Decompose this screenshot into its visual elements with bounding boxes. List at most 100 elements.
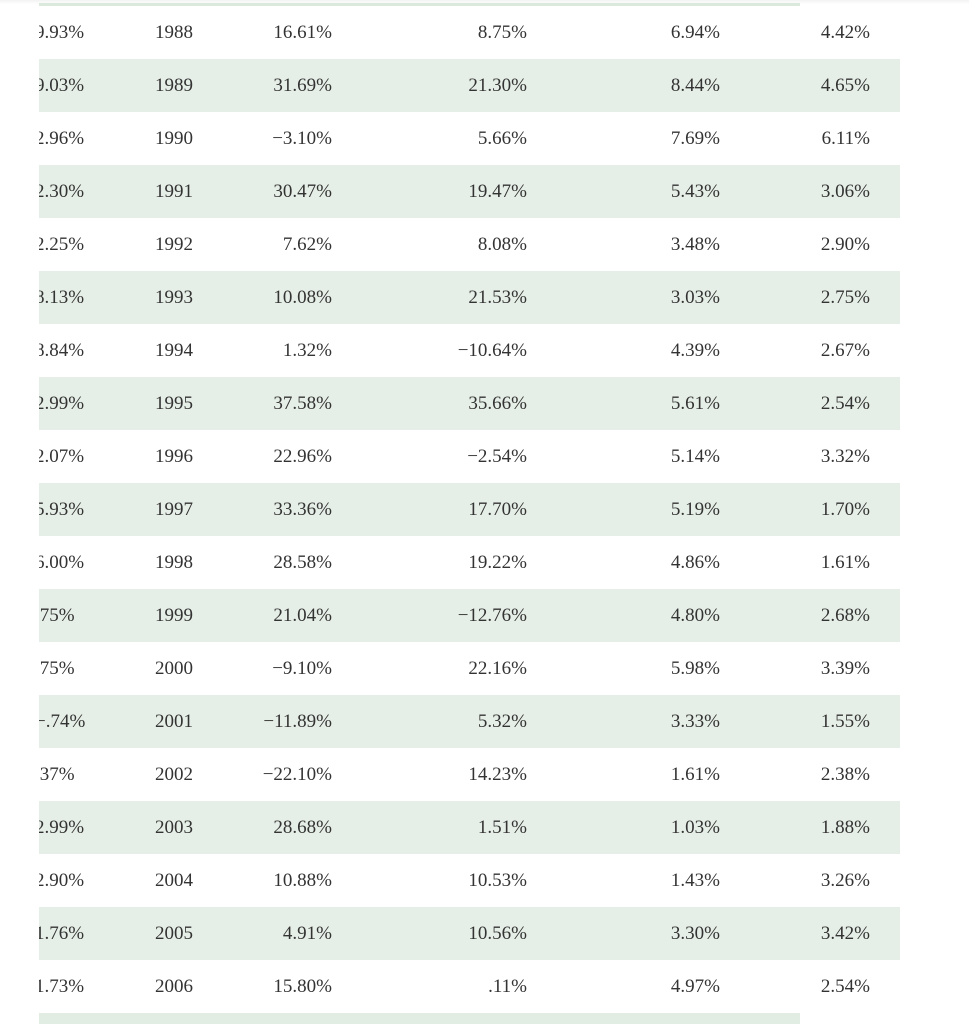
cell-year: 1989	[134, 59, 214, 112]
cell-return-a: 6.00%	[39, 551, 85, 573]
cell-return-a: 8.13%	[39, 271, 134, 324]
cell-return-e: 1.61%	[820, 551, 870, 573]
cell-return-e: 4.42%	[820, 21, 870, 43]
cell-return-b: −9.10%	[272, 657, 332, 679]
cell-return-d: 1.61%	[670, 763, 720, 785]
returns-table-container: 9.93% 1988 16.61% 8.75% 6.94% 4.42% 9.03% 1989 3…	[39, 3, 900, 1013]
table-row: 8.13% 1993 10.08% 21.53% 3.03% 2.75%	[39, 271, 900, 324]
table-row: 1.76% 2005 4.91% 10.56% 3.30% 3.42%	[39, 907, 900, 960]
returns-table: 9.93% 1988 16.61% 8.75% 6.94% 4.42% 9.03% 1989 3…	[39, 6, 900, 1013]
cell-return-b: 1.32%	[282, 339, 332, 361]
cell-return-d: 5.61%	[577, 377, 740, 430]
cell-return-a: 2.25%	[39, 233, 85, 255]
cell-return-b: 21.04%	[214, 589, 372, 642]
cell-return-a: 1.76%	[39, 907, 134, 960]
cell-return-e: 1.55%	[740, 695, 900, 748]
cell-return-a: 5.93%	[39, 483, 134, 536]
cell-return-b: 7.62%	[282, 233, 332, 255]
cell-return-d: 5.43%	[577, 165, 740, 218]
cell-return-e: 3.39%	[820, 657, 870, 679]
returns-table-body: 9.93% 1988 16.61% 8.75% 6.94% 4.42% 9.03% 1989 3…	[39, 6, 900, 1013]
cell-return-d: 8.44%	[577, 59, 740, 112]
cell-year: 1990	[155, 127, 193, 149]
table-row: .75% 2000 −9.10% 22.16% 5.98% 3.39%	[39, 642, 900, 695]
cell-return-b: −3.10%	[272, 127, 332, 149]
cell-year: 2000	[155, 657, 193, 679]
table-row: 2.96% 1990 −3.10% 5.66% 7.69% 6.11%	[39, 112, 900, 165]
cell-return-b: 33.36%	[214, 483, 372, 536]
cell-return-a: 8.84%	[39, 339, 85, 361]
cell-return-e: 2.54%	[740, 377, 900, 430]
cell-return-c: .11%	[488, 975, 527, 997]
cell-year: 1999	[134, 589, 214, 642]
cell-return-d: 5.19%	[577, 483, 740, 536]
cell-return-d: 4.39%	[670, 339, 720, 361]
cell-return-b: 30.47%	[214, 165, 372, 218]
cell-return-c: 8.75%	[477, 21, 527, 43]
table-row: 2.07% 1996 22.96% −2.54% 5.14% 3.32%	[39, 430, 900, 483]
cell-return-c: 10.53%	[468, 869, 527, 891]
cell-return-e: 1.70%	[740, 483, 900, 536]
cell-return-a: .37%	[39, 763, 75, 785]
cell-return-a: .75%	[39, 657, 75, 679]
cell-return-c: 5.66%	[477, 127, 527, 149]
cell-return-d: 3.48%	[670, 233, 720, 255]
cell-return-a: 1.73%	[39, 975, 85, 997]
cell-return-a: 9.03%	[39, 59, 134, 112]
cell-return-c: 21.53%	[372, 271, 577, 324]
cell-return-d: 5.14%	[670, 445, 720, 467]
cell-return-e: 2.75%	[740, 271, 900, 324]
cell-return-d: 4.80%	[577, 589, 740, 642]
cell-year: 1998	[155, 551, 193, 573]
cell-return-c: 19.22%	[468, 551, 527, 573]
cell-year: 2006	[155, 975, 193, 997]
cell-return-b: 28.58%	[273, 551, 332, 573]
cell-return-c: 17.70%	[372, 483, 577, 536]
cell-return-c: 22.16%	[468, 657, 527, 679]
cell-year: 1996	[155, 445, 193, 467]
cell-return-b: 37.58%	[214, 377, 372, 430]
cell-return-c: 14.23%	[468, 763, 527, 785]
table-bottom-band	[39, 1013, 800, 1024]
table-row: 1.73% 2006 15.80% .11% 4.97% 2.54%	[39, 960, 900, 1013]
cell-year: 2004	[155, 869, 193, 891]
cell-return-a: .75%	[39, 589, 134, 642]
cell-return-e: 2.54%	[820, 975, 870, 997]
cell-return-a: 9.93%	[39, 21, 85, 43]
cell-return-a: −.74%	[39, 695, 134, 748]
table-top-band	[39, 3, 800, 6]
cell-return-b: 22.96%	[273, 445, 332, 467]
cell-return-c: 8.08%	[477, 233, 527, 255]
table-row: 2.99% 1995 37.58% 35.66% 5.61% 2.54%	[39, 377, 900, 430]
cell-return-e: 2.68%	[740, 589, 900, 642]
cell-return-a: 2.30%	[39, 165, 134, 218]
cell-return-c: 21.30%	[372, 59, 577, 112]
cell-year: 2002	[155, 763, 193, 785]
cell-return-d: 3.30%	[577, 907, 740, 960]
cell-return-a: 2.99%	[39, 801, 134, 854]
cell-year: 1988	[155, 21, 193, 43]
cell-return-e: 3.42%	[740, 907, 900, 960]
cell-return-e: 4.65%	[740, 59, 900, 112]
cell-return-c: 19.47%	[372, 165, 577, 218]
cell-year: 2001	[134, 695, 214, 748]
cell-return-c: 1.51%	[372, 801, 577, 854]
table-row: 9.03% 1989 31.69% 21.30% 8.44% 4.65%	[39, 59, 900, 112]
table-row: 2.30% 1991 30.47% 19.47% 5.43% 3.06%	[39, 165, 900, 218]
cell-return-d: 3.33%	[577, 695, 740, 748]
cell-return-d: 4.97%	[670, 975, 720, 997]
cell-return-c: 35.66%	[372, 377, 577, 430]
cell-return-c: −2.54%	[467, 445, 527, 467]
cell-return-d: 1.03%	[577, 801, 740, 854]
cell-return-e: 2.90%	[820, 233, 870, 255]
cell-return-b: 10.08%	[214, 271, 372, 324]
cell-year: 2005	[134, 907, 214, 960]
cell-return-b: 4.91%	[214, 907, 372, 960]
cell-return-e: 6.11%	[821, 127, 870, 149]
cell-return-b: −22.10%	[262, 763, 332, 785]
table-row: 8.84% 1994 1.32% −10.64% 4.39% 2.67%	[39, 324, 900, 377]
table-row: 5.93% 1997 33.36% 17.70% 5.19% 1.70%	[39, 483, 900, 536]
table-row: .37% 2002 −22.10% 14.23% 1.61% 2.38%	[39, 748, 900, 801]
cell-return-c: −12.76%	[372, 589, 577, 642]
